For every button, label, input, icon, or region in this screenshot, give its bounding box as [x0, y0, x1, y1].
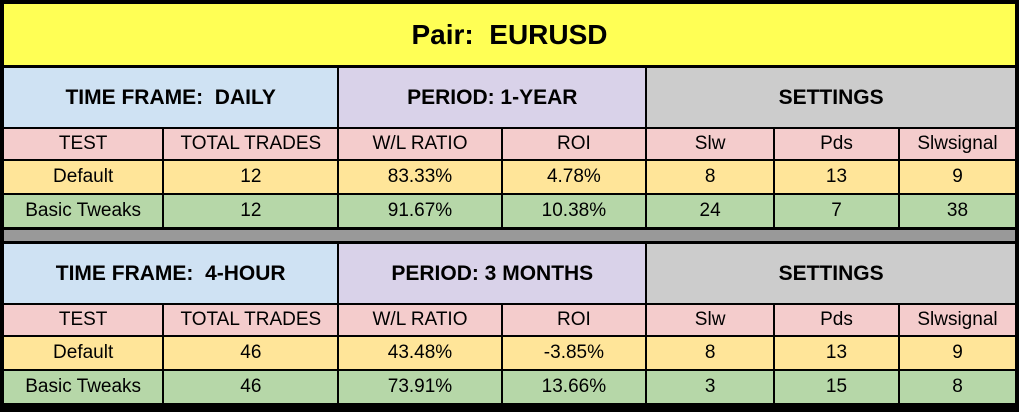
cell-roi: 4.78%	[502, 161, 646, 193]
cell-total-trades: 12	[164, 161, 338, 193]
cell-wl-ratio: 91.67%	[339, 195, 501, 227]
settings-header: SETTINGS	[647, 244, 1015, 303]
column-header-test: TEST	[4, 305, 163, 335]
column-header-total-trades: TOTAL TRADES	[164, 305, 338, 335]
column-header-test: TEST	[4, 129, 163, 159]
cell-pds: 15	[775, 371, 898, 403]
cell-slwsignal: 38	[899, 195, 1015, 227]
column-header-wl-ratio: W/L RATIO	[339, 305, 501, 335]
cell-slw: 24	[647, 195, 774, 227]
cell-wl-ratio: 83.33%	[339, 161, 501, 193]
cell-total-trades: 46	[164, 371, 338, 403]
cell-pds: 13	[775, 161, 898, 193]
settings-header: SETTINGS	[647, 68, 1015, 127]
cell-wl-ratio: 43.48%	[339, 337, 501, 369]
cell-slw: 3	[647, 371, 774, 403]
column-header-wl-ratio: W/L RATIO	[339, 129, 501, 159]
column-header-roi: ROI	[502, 305, 646, 335]
cell-test: Basic Tweaks	[4, 371, 163, 403]
cell-roi: 10.38%	[502, 195, 646, 227]
column-header-pds: Pds	[775, 129, 898, 159]
cell-roi: 13.66%	[502, 371, 646, 403]
cell-slwsignal: 9	[899, 161, 1015, 193]
cell-slw: 8	[647, 161, 774, 193]
time-frame-header: TIME FRAME: DAILY	[4, 68, 338, 127]
period-header: PERIOD: 3 MONTHS	[339, 244, 646, 303]
column-header-slw: Slw	[647, 129, 774, 159]
cell-slwsignal: 9	[899, 337, 1015, 369]
cell-roi: -3.85%	[502, 337, 646, 369]
pair-title: Pair: EURUSD	[4, 4, 1015, 65]
cell-total-trades: 12	[164, 195, 338, 227]
results-table-daily: TIME FRAME: DAILY PERIOD: 1-YEAR SETTING…	[4, 68, 1015, 227]
cell-total-trades: 46	[164, 337, 338, 369]
cell-test: Default	[4, 161, 163, 193]
cell-pds: 13	[775, 337, 898, 369]
time-frame-header: TIME FRAME: 4-HOUR	[4, 244, 338, 303]
column-header-total-trades: TOTAL TRADES	[164, 129, 338, 159]
column-header-slwsignal: Slwsignal	[899, 305, 1015, 335]
column-header-slw: Slw	[647, 305, 774, 335]
cell-pds: 7	[775, 195, 898, 227]
cell-wl-ratio: 73.91%	[339, 371, 501, 403]
period-header: PERIOD: 1-YEAR	[339, 68, 646, 127]
cell-slw: 8	[647, 337, 774, 369]
cell-test: Default	[4, 337, 163, 369]
column-header-slwsignal: Slwsignal	[899, 129, 1015, 159]
table-separator	[4, 230, 1015, 241]
cell-test: Basic Tweaks	[4, 195, 163, 227]
cell-slwsignal: 8	[899, 371, 1015, 403]
column-header-pds: Pds	[775, 305, 898, 335]
results-table-4hour: TIME FRAME: 4-HOUR PERIOD: 3 MONTHS SETT…	[4, 244, 1015, 403]
column-header-roi: ROI	[502, 129, 646, 159]
